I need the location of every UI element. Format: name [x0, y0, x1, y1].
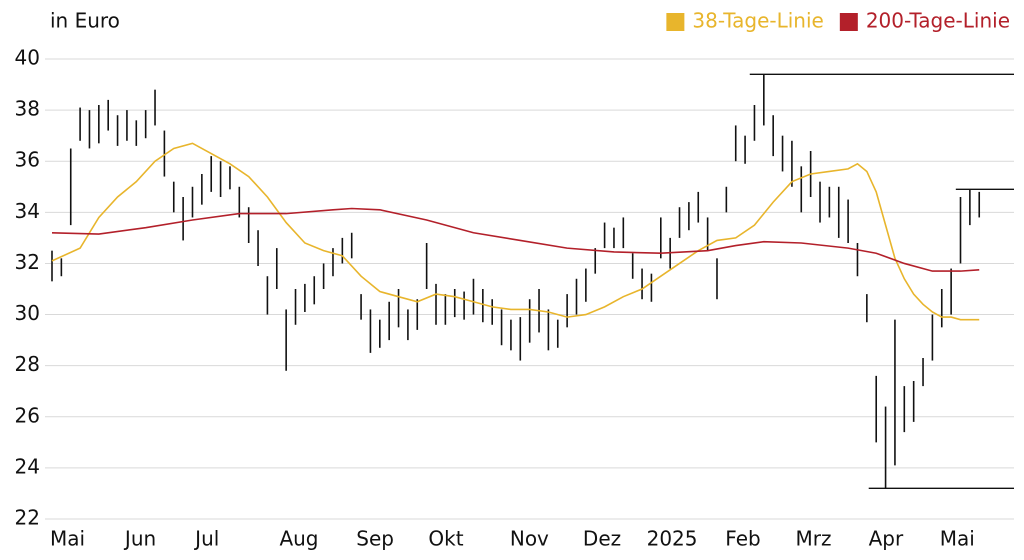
moving-average-line	[51, 207, 980, 272]
x-tick-label: Dez	[583, 527, 621, 551]
x-tick-label: Mai	[50, 527, 85, 551]
y-tick-label: 26	[15, 403, 40, 427]
x-tick-label: Jun	[123, 527, 156, 551]
legend-swatch	[666, 13, 685, 31]
y-tick-label: 24	[15, 454, 40, 478]
x-tick-label: Okt	[428, 527, 463, 551]
x-tick-label: Feb	[725, 527, 760, 551]
x-tick-label: Mai	[940, 527, 975, 551]
y-tick-label: 28	[15, 352, 40, 376]
x-tick-label: Mrz	[796, 527, 832, 551]
x-tick-label: 2025	[647, 527, 698, 551]
legend-swatch	[839, 13, 858, 31]
axis-unit: in Euro	[50, 9, 120, 33]
legend-label: 38-Tage-Linie	[692, 9, 823, 33]
x-tick-label: Nov	[510, 527, 549, 551]
y-tick-label: 36	[15, 148, 40, 172]
x-tick-label: Aug	[279, 527, 318, 551]
legend-label: 200-Tage-Linie	[866, 9, 1010, 33]
x-tick-label: Jul	[193, 527, 219, 551]
y-tick-label: 34	[15, 199, 40, 223]
x-tick-label: Apr	[869, 527, 904, 551]
y-tick-label: 32	[15, 250, 40, 274]
moving-average-line	[51, 142, 980, 321]
y-tick-label: 30	[15, 301, 40, 325]
y-tick-label: 40	[15, 46, 40, 70]
x-tick-label: Sep	[356, 527, 394, 551]
y-tick-label: 22	[15, 506, 40, 530]
y-tick-label: 38	[15, 97, 40, 121]
